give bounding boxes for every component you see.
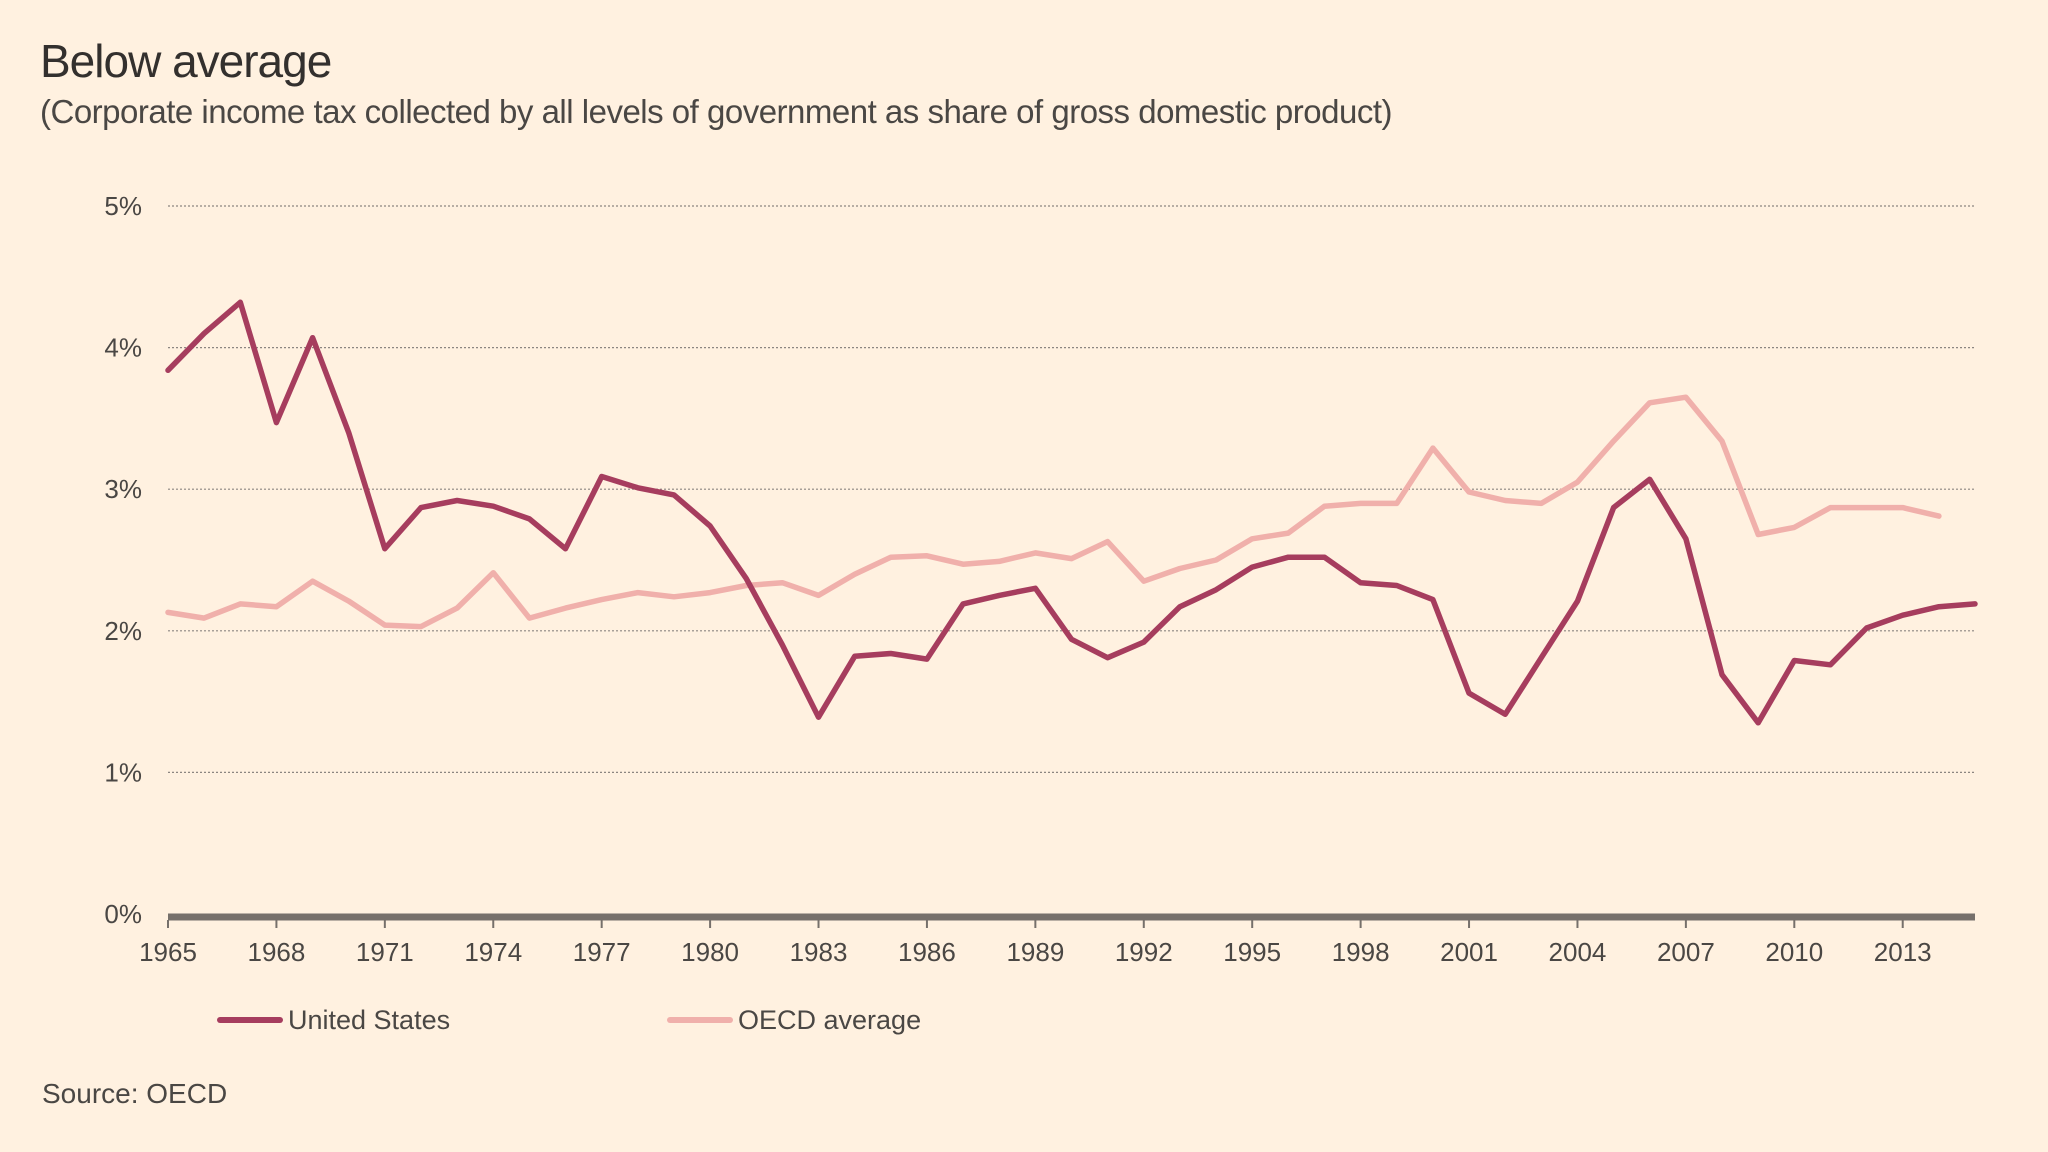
chart-title: Below average bbox=[40, 35, 332, 87]
x-tick-label: 1977 bbox=[573, 937, 631, 967]
legend-label: OECD average bbox=[738, 1005, 921, 1035]
x-tick-label: 1989 bbox=[1006, 937, 1064, 967]
x-tick-label: 1968 bbox=[247, 937, 305, 967]
x-tick-label: 2007 bbox=[1657, 937, 1715, 967]
series-line-united-states bbox=[165, 299, 1978, 726]
x-tick-label: 1998 bbox=[1332, 937, 1390, 967]
x-tick-label: 1983 bbox=[790, 937, 848, 967]
x-tick-label: 1995 bbox=[1223, 937, 1281, 967]
y-tick-label: 0% bbox=[104, 899, 142, 929]
x-tick-label: 1992 bbox=[1115, 937, 1173, 967]
series-line-oecd-average bbox=[165, 394, 1942, 630]
x-tick-label: 1974 bbox=[464, 937, 522, 967]
x-tick-label: 1971 bbox=[356, 937, 414, 967]
y-tick-label: 5% bbox=[104, 191, 142, 221]
gridlines bbox=[168, 205, 1975, 774]
legend: United States OECD average bbox=[217, 1005, 921, 1035]
x-tick-label: 2001 bbox=[1440, 937, 1498, 967]
y-tick-label: 3% bbox=[104, 474, 142, 504]
legend-label: United States bbox=[288, 1005, 450, 1035]
x-tick-label: 1965 bbox=[139, 937, 197, 967]
chart-subtitle: (Corporate income tax collected by all l… bbox=[40, 93, 1393, 130]
series-lines bbox=[165, 299, 1978, 726]
source-note: Source: OECD bbox=[42, 1078, 228, 1109]
x-tick-label: 2013 bbox=[1874, 937, 1932, 967]
x-tick-label: 2004 bbox=[1549, 937, 1607, 967]
y-axis-labels: 0% 1% 2% 3% 4% 5% bbox=[104, 191, 142, 929]
x-axis-labels: 1965 1968 1971 1974 1977 1980 1983 1986 1989 1992… bbox=[139, 937, 1932, 967]
y-tick-label: 2% bbox=[104, 616, 142, 646]
x-tick-label: 1986 bbox=[898, 937, 956, 967]
y-tick-label: 4% bbox=[104, 333, 142, 363]
y-tick-label: 1% bbox=[104, 757, 142, 787]
x-tick-label: 2010 bbox=[1765, 937, 1823, 967]
x-axis bbox=[167, 913, 1975, 928]
x-tick-label: 1980 bbox=[681, 937, 739, 967]
